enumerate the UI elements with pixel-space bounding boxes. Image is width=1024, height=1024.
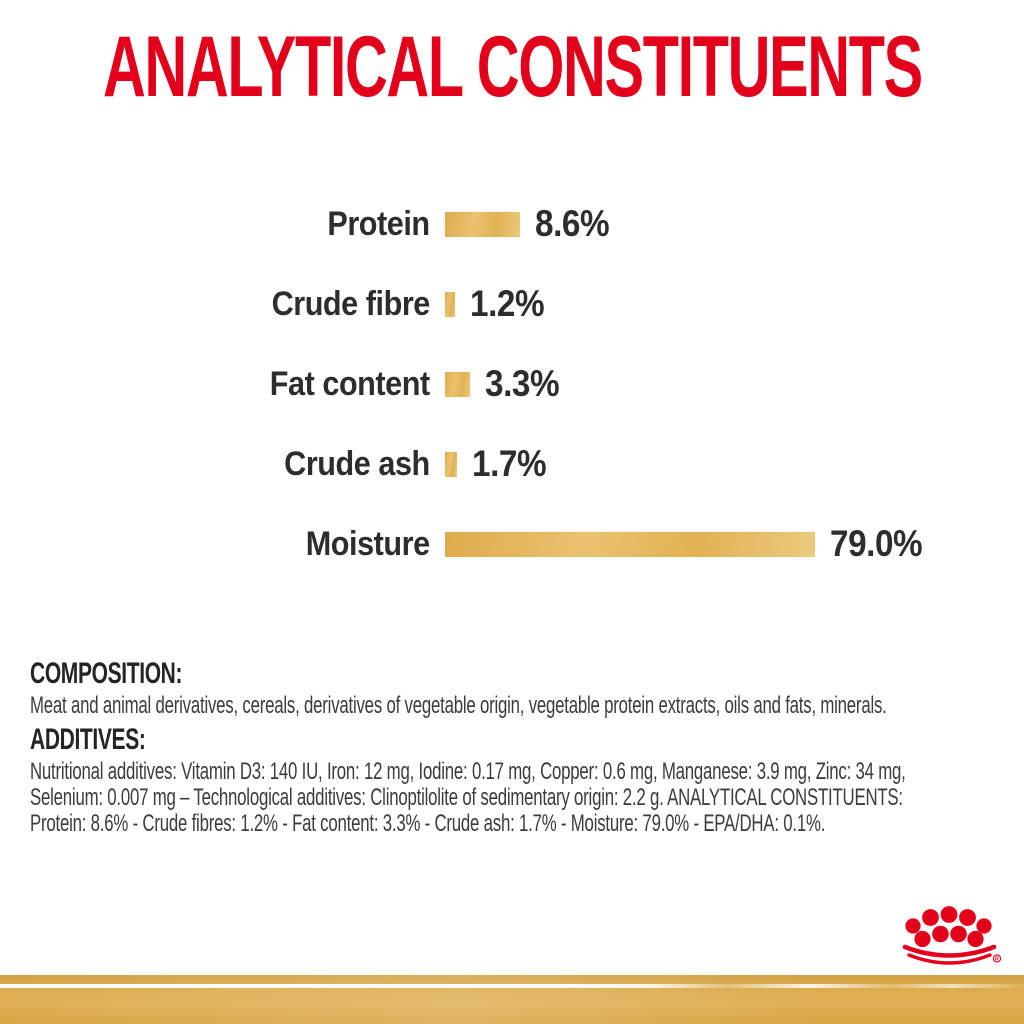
additives-line: Selenium: 0.007 mg – Technological addit… [30,784,903,811]
composition-heading: COMPOSITION: [30,657,183,690]
analytical-constituents-chart: Protein 8.6% Crude fibre 1.2% Fat conten… [0,184,1024,584]
bar-label: Crude fibre [271,284,431,323]
bar-crude-fibre [445,291,455,317]
chart-row-crude-ash: Crude ash 1.7% [0,424,1024,504]
chart-row-crude-fibre: Crude fibre 1.2% [0,264,1024,344]
brush-streak [0,984,1024,988]
ingredients-info: COMPOSITION: Meat and animal derivatives… [30,658,1024,837]
bar-value: 8.6% [535,203,610,244]
royal-canin-crown-logo: R [895,903,1005,973]
chart-row-fat-content: Fat content 3.3% [0,344,1024,424]
additives-line: Nutritional additives: Vitamin D3: 140 I… [30,758,906,785]
bar-label: Moisture [306,524,430,563]
bar-label: Fat content [270,364,430,403]
page-title-text: ANALYTICAL CONSTITUENTS [102,18,923,115]
bar-value: 3.3% [485,363,560,404]
bar-fat-content [445,371,470,397]
bar-moisture [445,531,815,557]
page-title: ANALYTICAL CONSTITUENTS [0,19,1024,115]
bar-label: Protein [327,204,431,243]
chart-row-protein: Protein 8.6% [0,184,1024,264]
chart-row-moisture: Moisture 79.0% [0,504,1024,584]
bar-label: Crude ash [284,444,430,483]
gold-footer-band [0,975,1024,1024]
composition-body: Meat and animal derivatives, cereals, de… [30,692,887,719]
bar-protein [445,211,520,237]
registered-mark: R [995,957,999,963]
bar-value: 1.7% [472,443,547,484]
crown-icon: R [902,906,1002,965]
additives-line: Protein: 8.6% - Crude fibres: 1.2% - Fat… [30,810,826,837]
bar-value: 1.2% [470,283,545,324]
additives-heading: ADDITIVES: [30,723,146,756]
bar-crude-ash [445,451,457,477]
bar-value: 79.0% [830,523,923,564]
